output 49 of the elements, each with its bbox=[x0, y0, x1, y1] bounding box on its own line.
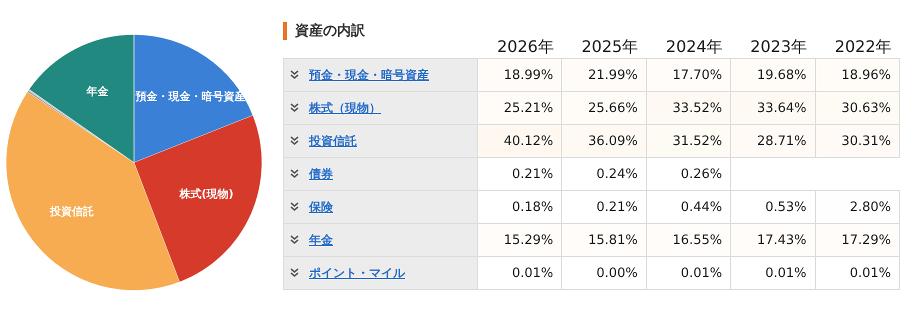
data-label: 17.70% bbox=[646, 58, 731, 92]
data-label: 30.31% bbox=[815, 124, 900, 158]
y-tick-label: 年金 bbox=[309, 232, 333, 246]
data-label: 2.80% bbox=[815, 190, 900, 224]
data-label: 0.21% bbox=[562, 190, 646, 224]
data-label: 17.29% bbox=[815, 224, 900, 256]
y-tick-label: 株式（現物） bbox=[309, 100, 381, 114]
data-label: 21.99% bbox=[562, 58, 646, 92]
data-label: 25.21% bbox=[477, 92, 562, 124]
y-tick-label: 保険 bbox=[309, 200, 333, 214]
x-tick-label: 2022年 bbox=[834, 36, 892, 58]
data-label: 33.64% bbox=[730, 92, 816, 124]
data-label: 0.21% bbox=[477, 158, 562, 190]
x-tick-label: 2024年 bbox=[664, 36, 724, 58]
data-label: 18.96% bbox=[815, 58, 900, 92]
y-tick-label: 債券 bbox=[309, 166, 333, 180]
text: 資産の内訳 bbox=[283, 22, 365, 40]
data-label: 36.09% bbox=[562, 124, 646, 158]
data-label: 0.01% bbox=[477, 256, 562, 290]
data-label: 15.29% bbox=[477, 224, 562, 256]
data-label: 16.55% bbox=[646, 224, 731, 256]
data-label: 0.18% bbox=[477, 190, 562, 224]
data-label: 28.71% bbox=[730, 124, 816, 158]
data-label: 0.01% bbox=[730, 256, 816, 290]
y-tick-label: 投資信託 bbox=[309, 134, 357, 148]
data-label: 30.63% bbox=[815, 92, 900, 124]
data-label: 0.00% bbox=[562, 256, 646, 290]
data-label: 15.81% bbox=[562, 224, 646, 256]
y-tick-label: ポイント・マイル bbox=[309, 266, 405, 280]
data-label: 0.01% bbox=[646, 256, 731, 290]
data-label: 0.01% bbox=[815, 256, 900, 290]
data-label: 25.66% bbox=[562, 92, 646, 124]
y-tick-label: 預金・現金・暗号資産 bbox=[309, 68, 429, 82]
x-tick-label: 2025年 bbox=[580, 36, 640, 58]
slice-label: 投資信託 bbox=[49, 204, 94, 218]
data-label: 17.43% bbox=[730, 224, 816, 256]
data-label: 0.44% bbox=[646, 190, 731, 224]
data-label: 40.12% bbox=[477, 124, 562, 158]
data-label: 31.52% bbox=[646, 124, 731, 158]
data-label: 33.52% bbox=[646, 92, 731, 124]
data-label: 19.68% bbox=[730, 58, 816, 92]
data-label: 0.24% bbox=[562, 158, 646, 190]
data-label: 18.99% bbox=[477, 58, 562, 92]
x-tick-label: 2023年 bbox=[749, 36, 808, 58]
slice-label: 株式(現物) bbox=[178, 187, 234, 200]
slice-label: 年金 bbox=[85, 85, 110, 98]
data-label: 0.26% bbox=[646, 158, 731, 190]
x-tick-label: 2026年 bbox=[496, 36, 555, 58]
data-label: 0.53% bbox=[730, 190, 816, 224]
